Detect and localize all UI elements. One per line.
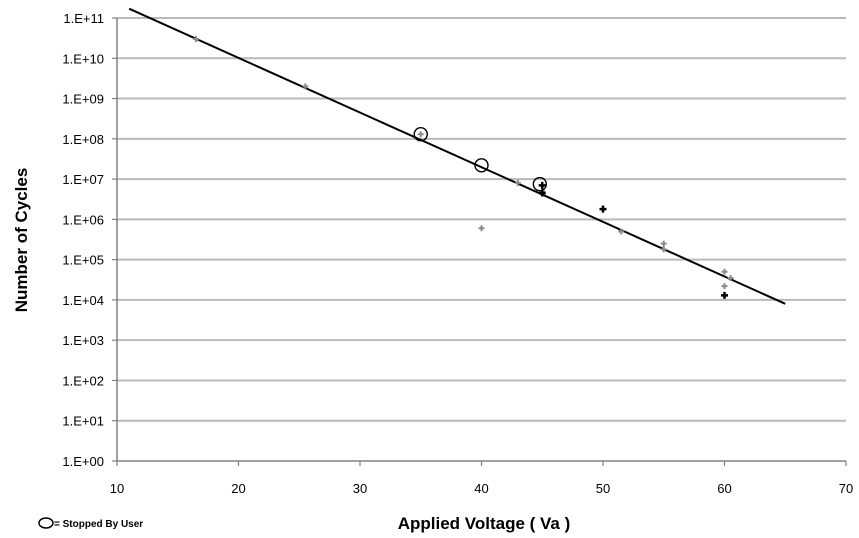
y-tick-label: 1.E+05 <box>62 253 104 268</box>
y-tick-label: 1.E+06 <box>62 212 104 227</box>
x-axis-title: Applied Voltage ( Va ) <box>398 514 571 533</box>
gridlines <box>117 17 846 422</box>
x-tick-label: 60 <box>717 481 731 496</box>
y-tick-label: 1.E+07 <box>62 172 104 187</box>
data-point-black <box>721 291 728 299</box>
data-point-gray <box>478 225 485 232</box>
y-tick-label: 1.E+01 <box>62 414 104 429</box>
y-tick-label: 1.E+08 <box>62 132 104 147</box>
y-tick-label: 1.E+10 <box>62 51 104 66</box>
data-point-gray <box>618 228 625 235</box>
plot-frame <box>112 17 847 466</box>
y-tick-label: 1.E+03 <box>62 333 104 348</box>
legend-marker-circle-icon <box>38 517 54 529</box>
data-point-gray <box>514 179 521 186</box>
x-tick-label: 20 <box>231 481 245 496</box>
stopped-by-user-circle <box>474 158 489 173</box>
data-point-gray <box>721 268 728 275</box>
data-point-gray <box>727 274 734 281</box>
data-point-gray <box>192 36 199 43</box>
trend-line <box>128 7 786 305</box>
stopped-by-user-circle <box>413 127 428 142</box>
data-points <box>192 36 734 299</box>
legend-label: = Stopped By User <box>54 519 143 530</box>
data-point-gray <box>417 131 424 138</box>
x-tick-label: 10 <box>110 481 124 496</box>
legend: = Stopped By User <box>38 517 143 530</box>
y-axis-tick-labels: 1.E+00 1.E+01 1.E+02 1.E+03 1.E+04 1.E+05 1.E+… <box>62 11 104 469</box>
data-point-gray <box>660 246 667 253</box>
trend-line-group <box>128 7 786 305</box>
stopped-by-user-circle <box>532 176 548 192</box>
y-axis-title: Number of Cycles <box>12 168 31 313</box>
y-tick-label: 1.E+02 <box>62 373 104 388</box>
data-point-gray <box>721 283 728 290</box>
y-tick-label: 1.E+04 <box>62 293 104 308</box>
x-tick-label: 50 <box>596 481 610 496</box>
x-tick-label: 30 <box>353 481 367 496</box>
x-axis-tick-labels: 10 20 30 40 50 60 70 <box>110 481 853 496</box>
data-point-gray <box>660 240 667 247</box>
data-point-black <box>538 181 546 189</box>
y-tick-label: 1.E+09 <box>62 92 104 107</box>
x-tick-label: 70 <box>839 481 853 496</box>
y-tick-label: 1.E+11 <box>63 11 104 26</box>
data-point-gray <box>302 83 309 90</box>
x-tick-label: 40 <box>474 481 488 496</box>
data-point-black <box>599 205 607 213</box>
y-tick-label: 1.E+00 <box>62 454 104 469</box>
